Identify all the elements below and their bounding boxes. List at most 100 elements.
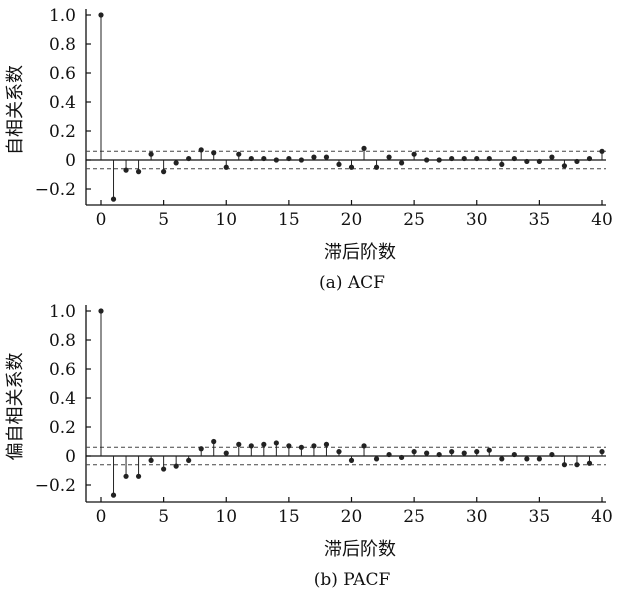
stem-marker [273, 440, 279, 446]
stem-marker [236, 151, 242, 157]
stem-marker [449, 449, 455, 455]
y-tick-label: 0.6 [49, 64, 76, 84]
panel-caption: (b) PACF [314, 570, 391, 590]
stem-marker [186, 155, 192, 162]
y-tick-label: 0.4 [49, 93, 76, 113]
stem-marker [399, 454, 405, 461]
x-tick-label: 30 [466, 507, 488, 527]
stem-marker [248, 155, 254, 162]
stem-marker [198, 147, 204, 153]
stem-marker [386, 154, 392, 160]
stem-marker [110, 196, 117, 202]
stem-marker [511, 155, 517, 162]
stem-marker [336, 449, 342, 455]
stem-marker [186, 457, 192, 463]
stem-marker [373, 164, 380, 170]
x-tick-label: 0 [96, 210, 107, 230]
stem-marker [148, 457, 154, 463]
x-tick-label: 25 [403, 507, 425, 527]
y-axis-label: 偏自相关系数 [5, 353, 26, 461]
stem-marker [336, 161, 342, 167]
x-tick-label: 0 [96, 507, 107, 527]
pacf-panel: 1.0 0.8 0.6 0.4 0.2 0 −0.2 0 5 10 15 20 25 30 35 40 滞后阶数… [5, 302, 613, 590]
x-tick-label: 10 [215, 210, 237, 230]
x-tick-label: 35 [529, 507, 551, 527]
y-tick-label: 0.8 [49, 35, 76, 55]
stem-marker [348, 164, 355, 170]
x-tick-label: 20 [341, 507, 363, 527]
stem-marker [98, 12, 104, 18]
stem-marker [436, 451, 442, 458]
stem-marker [286, 443, 292, 449]
stem-marker [286, 155, 292, 162]
stem-marker [348, 457, 355, 463]
stem-marker [273, 157, 279, 163]
stem-marker [98, 308, 104, 314]
stem-marker [536, 158, 542, 165]
stem-marker [399, 160, 405, 166]
y-tick-label: 1.0 [49, 6, 76, 26]
stem-marker [173, 463, 179, 469]
x-axis-label: 滞后阶数 [324, 242, 396, 263]
x-tick-label: 20 [341, 210, 363, 230]
stem-marker [211, 150, 217, 156]
x-tick-label: 5 [158, 210, 169, 230]
stem-marker [161, 169, 167, 175]
stem-marker [574, 462, 580, 468]
y-axis-label: 自相关系数 [5, 65, 26, 155]
stem-marker [173, 160, 179, 166]
stem-marker [110, 492, 117, 498]
stem-marker [486, 155, 492, 162]
stem-marker [148, 151, 154, 157]
x-tick-label: 35 [529, 210, 551, 230]
stem-marker [261, 441, 267, 447]
stem-marker [561, 163, 568, 169]
y-tick-label: 0.6 [49, 360, 76, 380]
stem-marker [524, 456, 530, 462]
x-tick-label: 30 [466, 210, 488, 230]
stem-marker [474, 155, 480, 162]
stem-marker [461, 450, 467, 456]
x-tick-label: 10 [215, 507, 237, 527]
stem-marker [123, 167, 129, 173]
stem-marker [599, 449, 605, 455]
stem-marker [411, 151, 417, 157]
stem-marker [135, 169, 142, 175]
stem-marker [298, 444, 304, 450]
y-tick-label: 0.8 [49, 331, 76, 351]
stem-marker [474, 449, 480, 455]
x-tick-label: 25 [403, 210, 425, 230]
stem-marker [123, 473, 129, 479]
stem-marker [524, 158, 530, 165]
stem-marker [586, 155, 593, 162]
x-axis-label: 滞后阶数 [324, 539, 396, 560]
stem-marker [311, 443, 317, 449]
x-tick-label: 40 [591, 507, 613, 527]
stem-marker [549, 154, 555, 160]
stem-marker [586, 460, 593, 466]
stem-marker [248, 443, 254, 449]
stem-marker [599, 148, 605, 154]
stem-marker [424, 157, 430, 163]
stem-marker [499, 456, 505, 462]
stem-marker [223, 164, 229, 170]
y-tick-label: 0.2 [49, 418, 76, 438]
stem-marker [236, 441, 242, 447]
stem-marker [211, 438, 217, 445]
stem-marker [561, 462, 568, 468]
x-tick-label: 5 [158, 507, 169, 527]
y-tick-label: −0.2 [35, 180, 76, 200]
stem-marker [298, 157, 304, 163]
stem-marker [323, 154, 330, 160]
stem-marker [424, 450, 430, 456]
y-tick-label: 0.2 [49, 122, 76, 142]
y-tick-label: −0.2 [35, 476, 76, 496]
stem-marker [386, 451, 392, 458]
x-tick-label: 15 [278, 210, 300, 230]
stem-marker [361, 443, 367, 449]
stem-marker [449, 155, 455, 162]
stem-marker [411, 449, 417, 455]
y-tick-label: 0 [65, 447, 76, 467]
y-tick-label: 0 [65, 151, 76, 171]
